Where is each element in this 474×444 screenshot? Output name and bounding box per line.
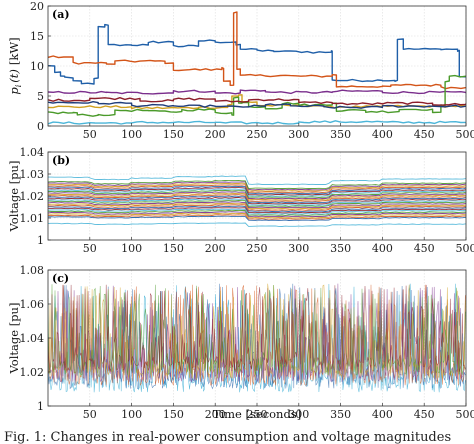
y-tick-label: 1.04 — [20, 332, 45, 345]
y-axis-label: Voltage [pu] — [7, 303, 21, 375]
y-tick-label: 1.03 — [20, 168, 45, 181]
power-series-line — [48, 11, 466, 90]
y-tick-label: 5 — [37, 90, 44, 103]
power-series-line — [48, 74, 466, 117]
series-group — [48, 283, 466, 393]
voltage-series-line — [48, 208, 466, 215]
voltage-series-line — [48, 204, 466, 211]
voltage-series-line — [48, 197, 466, 205]
power-series-line — [48, 89, 466, 95]
x-tick-label: 200 — [205, 242, 226, 255]
x-tick-label: 500 — [456, 242, 474, 255]
panel-c: 1 1.02 1.04 1.06 1.08 50 100 150 200 250 300 350 400… — [7, 264, 474, 421]
y-tick-label: 1.06 — [20, 298, 45, 311]
voltage-series-line — [48, 205, 466, 212]
y-tick-label: 15 — [30, 30, 44, 43]
x-tick-label: 100 — [121, 242, 142, 255]
x-tick-label: 400 — [372, 128, 393, 141]
panel-label: (a) — [52, 8, 70, 21]
y-tick-label: 1 — [37, 234, 44, 247]
x-tick-label: 250 — [247, 128, 268, 141]
voltage-series-line — [48, 215, 466, 221]
voltage-series-line — [48, 211, 466, 218]
power-series-line — [48, 101, 466, 109]
x-tick-label: 150 — [163, 242, 184, 255]
x-tick-label: 450 — [414, 408, 435, 421]
x-tick-label: 450 — [414, 242, 435, 255]
power-series-line — [48, 23, 466, 85]
x-tick-label: 450 — [414, 128, 435, 141]
voltage-series-line — [48, 207, 466, 214]
voltage-series-line — [48, 191, 466, 200]
x-tick-label: 150 — [163, 128, 184, 141]
x-tick-label: 350 — [330, 242, 351, 255]
x-tick-label: 50 — [83, 128, 97, 141]
voltage-series-line — [48, 179, 466, 190]
voltage-series-line — [48, 182, 466, 192]
figure-caption: Fig. 1: Changes in real-power consumptio… — [4, 430, 451, 444]
panel-label: (b) — [52, 154, 70, 167]
voltage-series-line — [48, 214, 466, 220]
y-tick-label: 1.08 — [20, 264, 45, 277]
voltage-series-line — [48, 222, 466, 227]
x-tick-label: 500 — [456, 128, 474, 141]
y-tick-label: 1 — [37, 400, 44, 413]
x-axis-label: Time [seconds] — [213, 407, 301, 421]
power-series-line — [48, 97, 466, 106]
x-tick-label: 250 — [247, 242, 268, 255]
y-tick-label: 1.02 — [20, 190, 45, 203]
voltage-series-line — [48, 192, 466, 201]
voltage-series-line — [48, 175, 466, 185]
voltage-series-line — [48, 198, 466, 206]
x-tick-label: 150 — [163, 408, 184, 421]
x-tick-label: 500 — [456, 408, 474, 421]
y-tick-label: 1.01 — [20, 212, 45, 225]
voltage-series-line — [48, 181, 466, 191]
x-tick-label: 100 — [121, 408, 142, 421]
x-tick-label: 300 — [288, 408, 309, 421]
y-tick-label: 20 — [30, 0, 44, 13]
voltage-series-line — [48, 201, 466, 209]
voltage-series-line — [48, 202, 466, 210]
voltage-series-line — [48, 209, 466, 216]
voltage-series-line — [48, 199, 466, 207]
panel-label: (c) — [52, 272, 69, 285]
voltage-series-line — [48, 195, 466, 204]
y-tick-label: 1.02 — [20, 366, 45, 379]
x-tick-label: 200 — [205, 408, 226, 421]
x-tick-label: 50 — [83, 408, 97, 421]
y-axis-label: Voltage [pu] — [7, 161, 21, 233]
x-tick-label: 250 — [247, 408, 268, 421]
voltage-series-line — [48, 184, 466, 193]
y-tick-label: 10 — [30, 60, 44, 73]
voltage-series-line — [48, 189, 466, 198]
x-tick-label: 350 — [330, 128, 351, 141]
power-series-line — [48, 120, 466, 125]
x-tick-label: 400 — [372, 242, 393, 255]
x-tick-label: 300 — [288, 242, 309, 255]
voltage-series-line — [48, 187, 466, 196]
x-tick-label: 350 — [330, 408, 351, 421]
panel-b: 1 1.01 1.02 1.03 1.04 50 100 150 200 250 300 350 400… — [7, 146, 474, 255]
x-tick-label: 300 — [288, 128, 309, 141]
panel-a: 0 5 10 15 20 50 100 150 200 250 300 350 400 450 500 (a)… — [7, 0, 474, 141]
y-tick-label: 1.04 — [20, 146, 45, 159]
x-tick-label: 100 — [121, 128, 142, 141]
voltage-series-line — [48, 194, 466, 202]
y-axis-label: pi(t)[kW] — [7, 37, 23, 94]
voltage-series-line — [48, 185, 466, 195]
voltage-trace-line — [48, 284, 466, 373]
x-tick-label: 200 — [205, 128, 226, 141]
voltage-series-line — [48, 188, 466, 197]
series-group — [48, 175, 466, 227]
x-tick-label: 400 — [372, 408, 393, 421]
y-tick-label: 0 — [37, 120, 44, 133]
series-group — [48, 11, 466, 125]
x-tick-label: 50 — [83, 242, 97, 255]
voltage-series-line — [48, 212, 466, 219]
